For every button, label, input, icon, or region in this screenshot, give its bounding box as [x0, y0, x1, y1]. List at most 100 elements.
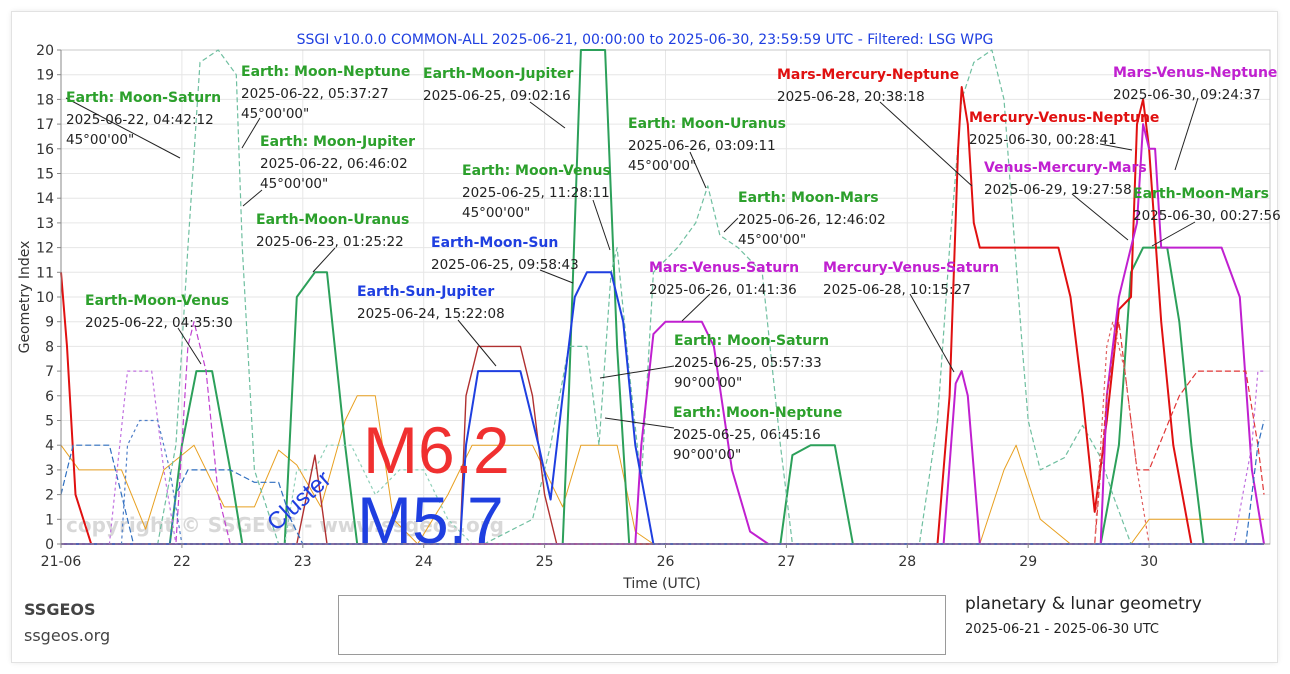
annotation-line: 2025-06-22, 04:35:30: [85, 315, 233, 331]
x-tick-label: 24: [415, 554, 433, 570]
annotation-title: Earth: Moon-Saturn: [674, 333, 829, 349]
y-tick-label: 7: [45, 364, 54, 380]
y-tick-label: 10: [36, 290, 54, 306]
series-line-pgve-r-: [61, 321, 1264, 545]
y-tick-label: 14: [36, 191, 54, 207]
annotation-line: 90°00'00": [673, 447, 741, 463]
annotation-line: 2025-06-28, 10:15:27: [823, 282, 971, 298]
annotation-line: 2025-06-25, 09:02:16: [423, 88, 571, 104]
annotation-line: 2025-06-26, 12:46:02: [738, 212, 886, 228]
annotation-leader: [681, 293, 711, 322]
annotation-line: 45°00'00": [462, 205, 530, 221]
chart-title: SSGI v10.0.0 COMMON-ALL 2025-06-21, 00:0…: [297, 32, 994, 48]
series-line-pgea-r-: [60, 420, 1265, 545]
annotation-title: Mars-Venus-Saturn: [649, 260, 799, 276]
series-line-pgme-r-: [61, 321, 1265, 545]
annotation-leader: [723, 217, 739, 233]
series-line-pgea-c-: [61, 271, 1264, 545]
y-tick-label: 15: [36, 167, 54, 183]
annotation-line: 2025-06-23, 01:25:22: [256, 234, 404, 250]
x-tick-label: 21-06: [41, 554, 82, 570]
y-tick-label: 11: [36, 265, 54, 281]
annotation-leader: [909, 293, 955, 373]
annotation-line: 2025-06-22, 06:46:02: [260, 156, 408, 172]
annotation-line: 2025-06-30, 00:27:56: [1133, 208, 1281, 224]
annotations: Earth: Moon-Saturn 2025-06-22, 04:42:12 45…: [65, 64, 1281, 463]
annotation-title: Earth: Moon-Uranus: [628, 116, 786, 132]
x-tick-label: 23: [294, 554, 312, 570]
annotation-leader: [539, 269, 574, 284]
brand-name: SSGEOS: [24, 600, 96, 619]
annotation-line: 2025-06-26, 01:41:36: [649, 282, 797, 298]
annotation-title: Mercury-Venus-Saturn: [823, 260, 999, 276]
annotation-line: 2025-06-25, 11:28:11: [462, 185, 610, 201]
series-line-pgea-s-: [61, 419, 1264, 545]
series-line-lg-r-: [61, 49, 1264, 545]
annotation-title: Mars-Mercury-Neptune: [777, 67, 959, 83]
series-lines: [60, 49, 1265, 545]
annotation-line: 2025-06-29, 19:27:58: [984, 182, 1132, 198]
annotation-title: Earth: Moon-Jupiter: [260, 134, 415, 150]
y-tick-label: 3: [45, 463, 54, 479]
annotation-title: Earth-Moon-Venus: [85, 293, 229, 309]
y-tick-label: 9: [45, 315, 54, 331]
annotation-title: Earth-Moon-Sun: [431, 235, 558, 251]
legend: [338, 595, 946, 655]
annotation-line: 45°00'00": [260, 176, 328, 192]
y-tick-label: 16: [36, 142, 54, 158]
y-tick-label: 13: [36, 216, 54, 232]
footer-title: planetary & lunar geometry: [965, 594, 1202, 614]
annotation-title: Earth: Moon-Saturn: [66, 90, 221, 106]
x-tick-label: 30: [1140, 554, 1158, 570]
annotation-line: 2025-06-25, 09:58:43: [431, 257, 579, 273]
annotation-title: Earth-Moon-Jupiter: [423, 66, 574, 82]
y-tick-label: 19: [36, 68, 54, 84]
y-tick-label: 20: [36, 43, 54, 59]
series-line-pg: [61, 345, 1264, 545]
series-line-lg-c-: [61, 49, 1264, 545]
series-line-pgve-s-: [61, 370, 1264, 545]
annotation-line: 2025-06-30, 09:24:37: [1113, 87, 1261, 103]
annotation-line: 2025-06-26, 03:09:11: [628, 138, 776, 154]
x-tick-label: 25: [536, 554, 554, 570]
annotation-leader: [312, 247, 336, 273]
annotation-title: Earth: Moon-Mars: [738, 190, 879, 206]
annotation-title: Venus-Mercury-Mars: [984, 160, 1147, 176]
annotation-leader: [457, 319, 497, 367]
annotation-line: 2025-06-28, 20:38:18: [777, 89, 925, 105]
overlay-label-m6-2: M6.2: [363, 413, 510, 487]
annotation-leader: [177, 327, 202, 365]
annotation-leader: [1174, 97, 1199, 171]
annotation-leader: [599, 365, 675, 379]
annotation-leader: [604, 417, 675, 429]
series-line-lg-s-: [61, 444, 1264, 545]
annotation-title: Earth: Moon-Neptune: [673, 405, 842, 421]
series-line-pgme-s-: [61, 321, 1264, 545]
x-tick-label: 22: [173, 554, 191, 570]
annotation-leader: [242, 189, 263, 207]
annotation-line: 90°00'00": [674, 375, 742, 391]
y-tick-label: 8: [45, 339, 54, 355]
brand-url: ssgeos.org: [24, 626, 111, 645]
footer-date-range: 2025-06-21 - 2025-06-30 UTC: [965, 622, 1159, 637]
annotation-title: Earth: Moon-Venus: [462, 163, 611, 179]
annotation-line: 2025-06-22, 04:42:12: [66, 112, 214, 128]
x-tick-label: 29: [1019, 554, 1037, 570]
annotation-line: 2025-06-22, 05:37:27: [241, 86, 389, 102]
annotation-title: Mars-Venus-Neptune: [1113, 65, 1277, 81]
annotation-line: 45°00'00": [628, 158, 696, 174]
y-axis-label: Geometry Index: [17, 241, 33, 354]
x-tick-label: 28: [898, 554, 916, 570]
annotation-leader: [1071, 193, 1129, 241]
annotation-leader: [592, 199, 611, 251]
annotation-leader: [1099, 143, 1133, 151]
annotation-line: 2025-06-24, 15:22:08: [357, 306, 505, 322]
annotation-line: 2025-06-30, 00:28:41: [969, 132, 1117, 148]
series-line-sun: [60, 395, 1264, 545]
y-tick-label: 5: [45, 414, 54, 430]
chart-frame: [12, 12, 1277, 662]
annotation-leader: [1151, 221, 1196, 247]
annotation-line: 45°00'00": [241, 106, 309, 122]
